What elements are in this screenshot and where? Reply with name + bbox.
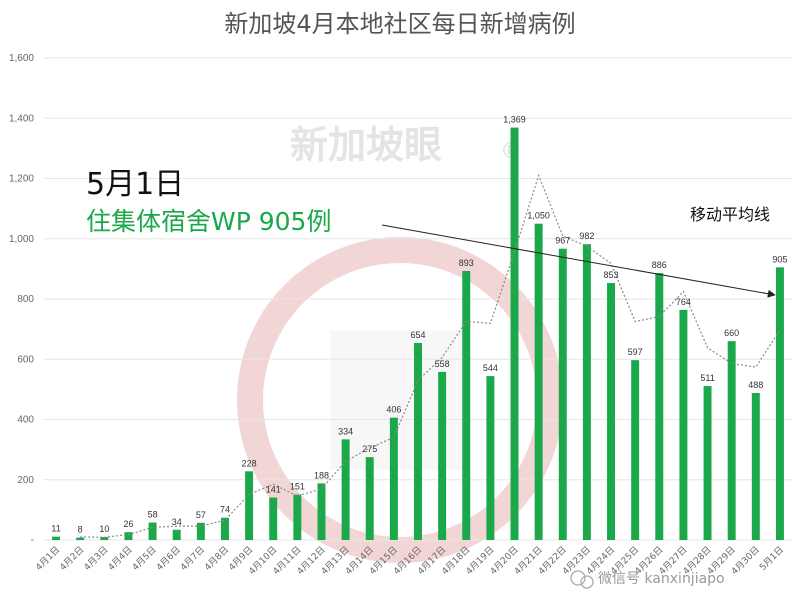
bar xyxy=(534,223,543,540)
bar xyxy=(76,537,85,540)
bar xyxy=(558,248,567,540)
data-label: 558 xyxy=(435,359,450,369)
x-tick-label: 4月4日 xyxy=(106,544,135,573)
bars xyxy=(52,127,784,541)
data-label: 544 xyxy=(483,363,498,373)
bar xyxy=(389,417,398,540)
y-tick-label: 1,600 xyxy=(9,53,34,64)
data-label: 982 xyxy=(579,231,594,241)
data-label: 488 xyxy=(748,380,763,390)
data-label: 57 xyxy=(196,510,206,520)
bar xyxy=(582,244,591,541)
watermark-logo: 新加坡眼 ® xyxy=(237,123,563,563)
data-label: 660 xyxy=(724,328,739,338)
data-label: 74 xyxy=(220,505,230,515)
data-labels: 11 8 10 26 58 34 57 74 228 141 151 188 334 275 406 654 5… xyxy=(51,115,787,535)
data-label: 11 xyxy=(51,524,60,534)
y-tick-label: 800 xyxy=(17,294,34,305)
data-label: 141 xyxy=(266,485,281,495)
data-label: 151 xyxy=(290,482,305,492)
bar xyxy=(703,386,712,540)
x-tick-label: 4月7日 xyxy=(178,544,207,573)
y-tick-label: 400 xyxy=(17,415,34,426)
data-label: 967 xyxy=(555,236,570,246)
wechat-watermark: 微信号 kanxinjiapo xyxy=(570,570,725,589)
data-label: 853 xyxy=(604,270,619,280)
chart-title: 新加坡4月本地社区每日新增病例 xyxy=(224,10,575,38)
x-tick-label: 4月8日 xyxy=(202,544,231,573)
bar xyxy=(148,522,157,540)
bar xyxy=(220,517,229,540)
data-label: 1,369 xyxy=(503,115,526,125)
x-tick-label: 4月2日 xyxy=(58,544,87,573)
bar xyxy=(341,439,350,540)
data-label: 8 xyxy=(78,525,83,535)
moving-average xyxy=(80,173,781,538)
bar xyxy=(486,376,495,540)
bar xyxy=(462,270,471,540)
bar xyxy=(317,483,326,540)
watermark-brand-text: 新加坡眼 xyxy=(290,123,442,167)
data-label: 406 xyxy=(386,405,401,415)
data-label: 1,050 xyxy=(527,211,550,221)
data-label: 893 xyxy=(459,258,474,268)
bar xyxy=(751,392,760,540)
bar xyxy=(655,273,664,540)
bar xyxy=(365,457,374,540)
y-tick-label: 1,200 xyxy=(9,174,34,185)
x-tick-label: 4月3日 xyxy=(82,544,111,573)
bar xyxy=(775,267,784,540)
y-tick-label: - xyxy=(31,535,34,546)
data-label: 228 xyxy=(242,458,257,468)
y-axis: - 200 400 600 800 1,000 1,200 1,400 1,600 xyxy=(9,53,34,546)
data-label: 34 xyxy=(172,517,182,527)
bar xyxy=(124,532,133,540)
x-tick-label: 4月1日 xyxy=(34,544,63,573)
bar xyxy=(438,371,447,540)
data-label: 26 xyxy=(123,519,133,529)
bar xyxy=(196,522,205,540)
y-tick-label: 1,400 xyxy=(9,113,34,124)
y-tick-label: 600 xyxy=(17,354,34,365)
data-label: 764 xyxy=(676,297,691,307)
bar xyxy=(269,497,278,540)
bar xyxy=(727,341,736,540)
x-tick-label: 5月1日 xyxy=(757,544,786,573)
wechat-icon xyxy=(570,570,586,586)
bar xyxy=(245,471,254,540)
bar xyxy=(52,536,61,540)
bar xyxy=(607,283,616,540)
annotation-subtitle: 住集体宿舍WP 905例 xyxy=(86,207,331,236)
bar xyxy=(679,309,688,540)
wechat-id: 微信号 kanxinjiapo xyxy=(598,571,725,587)
y-tick-label: 1,000 xyxy=(9,234,34,245)
data-label: 886 xyxy=(652,260,667,270)
data-label: 334 xyxy=(338,426,353,436)
data-label: 597 xyxy=(628,347,643,357)
bar xyxy=(293,494,302,540)
x-tick-label: 4月6日 xyxy=(154,544,183,573)
bar xyxy=(414,342,422,540)
y-tick-label: 200 xyxy=(17,475,34,486)
data-label: 188 xyxy=(314,470,329,480)
data-label: 58 xyxy=(148,510,158,520)
bar xyxy=(100,536,109,540)
data-label: 10 xyxy=(99,524,109,534)
data-label: 905 xyxy=(772,254,787,264)
data-label: 275 xyxy=(362,444,377,454)
data-label: 511 xyxy=(700,373,714,383)
moving-average-line xyxy=(80,173,781,538)
bar xyxy=(172,529,181,540)
annotation-date: 5月1日 xyxy=(86,167,184,202)
bar xyxy=(510,127,519,541)
data-label: 654 xyxy=(410,330,425,340)
x-tick-label: 4月5日 xyxy=(130,544,159,573)
moving-average-label: 移动平均线 xyxy=(690,205,770,224)
bar xyxy=(631,360,640,540)
annotation-arrow xyxy=(381,224,776,298)
